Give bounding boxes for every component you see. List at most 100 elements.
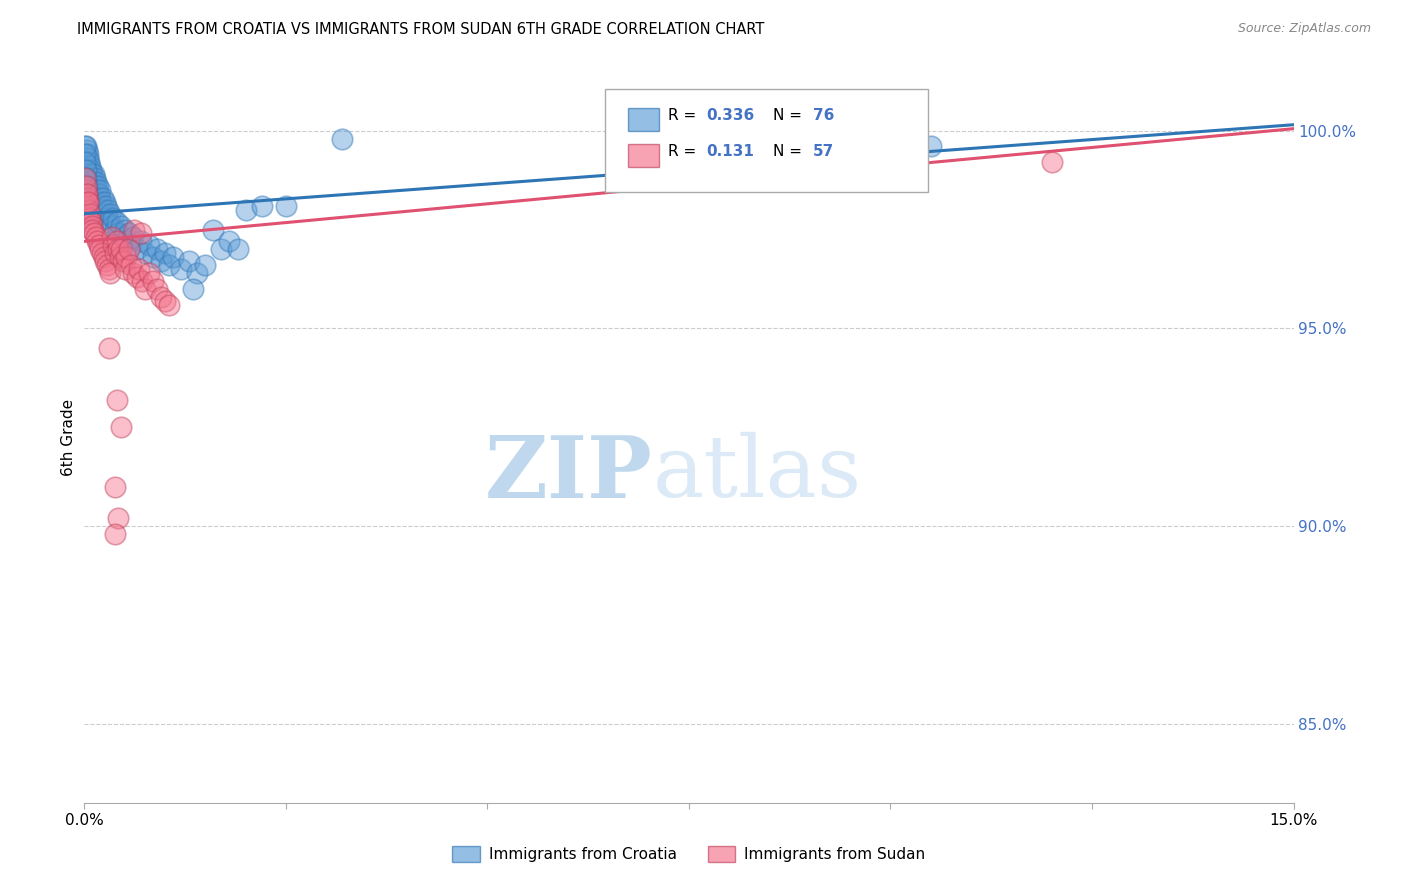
Point <box>82 171 104 186</box>
Point <box>97 262 120 277</box>
Point <box>79 159 101 173</box>
Point <box>77 211 100 225</box>
Point <box>104 479 127 493</box>
Point <box>82 175 104 189</box>
Point <box>110 242 132 256</box>
Point <box>181 282 204 296</box>
Text: 57: 57 <box>813 145 834 159</box>
Point <box>1040 155 1063 169</box>
Point <box>157 258 180 272</box>
Point <box>149 290 172 304</box>
Point <box>153 293 176 308</box>
Point <box>142 250 165 264</box>
Point <box>142 274 165 288</box>
Point <box>77 202 100 217</box>
Point <box>114 262 136 277</box>
Point <box>76 144 98 158</box>
Point <box>157 298 180 312</box>
Point <box>105 214 128 228</box>
Point <box>120 258 142 272</box>
Point <box>93 202 115 217</box>
Point <box>77 202 100 217</box>
Point <box>100 219 122 233</box>
Text: 0.131: 0.131 <box>706 145 754 159</box>
Point <box>97 341 120 355</box>
Point <box>87 179 110 194</box>
Point <box>162 250 184 264</box>
Point <box>83 167 105 181</box>
Point <box>112 254 135 268</box>
Point <box>83 171 105 186</box>
Point <box>75 171 97 186</box>
Point <box>129 235 152 249</box>
Point <box>97 214 120 228</box>
Point <box>91 199 114 213</box>
Point <box>134 282 156 296</box>
Point <box>80 214 103 228</box>
Point <box>138 266 160 280</box>
Text: ZIP: ZIP <box>485 432 652 516</box>
Point <box>114 222 136 236</box>
Point <box>105 235 128 249</box>
Point <box>98 266 121 280</box>
Point <box>89 191 111 205</box>
Point <box>96 211 118 225</box>
Y-axis label: 6th Grade: 6th Grade <box>60 399 76 475</box>
Point <box>75 183 97 197</box>
Point <box>86 235 108 249</box>
Point <box>94 199 117 213</box>
Text: 76: 76 <box>813 109 834 123</box>
Point <box>75 139 97 153</box>
Point <box>153 246 176 260</box>
Point <box>128 262 150 277</box>
Point <box>93 194 115 209</box>
Point <box>186 266 208 280</box>
Point <box>103 211 125 225</box>
Point <box>76 194 98 209</box>
Point <box>194 258 217 272</box>
Point <box>76 186 98 201</box>
Point <box>121 230 143 244</box>
Point <box>80 163 103 178</box>
Point <box>125 242 148 256</box>
Point <box>82 222 104 236</box>
Point <box>76 147 98 161</box>
Point <box>170 262 193 277</box>
Point <box>104 246 127 260</box>
Point <box>110 219 132 233</box>
Point <box>75 139 97 153</box>
Point <box>115 235 138 249</box>
Point <box>235 202 257 217</box>
Point <box>75 155 97 169</box>
Point <box>112 230 135 244</box>
Point <box>75 171 97 186</box>
Point <box>146 282 169 296</box>
Text: N =: N = <box>773 145 807 159</box>
Point <box>84 179 107 194</box>
Point <box>103 238 125 252</box>
Point <box>250 199 273 213</box>
Point <box>134 246 156 260</box>
Point <box>104 527 127 541</box>
Point <box>84 230 107 244</box>
Point <box>274 199 297 213</box>
Point <box>86 183 108 197</box>
Point <box>76 191 98 205</box>
Point <box>98 207 121 221</box>
Point <box>226 242 249 256</box>
Point <box>75 147 97 161</box>
Point <box>86 175 108 189</box>
Text: R =: R = <box>668 109 702 123</box>
Point <box>89 242 111 256</box>
Point <box>121 266 143 280</box>
Point <box>77 152 100 166</box>
Point <box>77 211 100 225</box>
Point <box>80 219 103 233</box>
Point <box>76 179 98 194</box>
Point <box>120 238 142 252</box>
Point <box>100 230 122 244</box>
Point <box>76 194 98 209</box>
Point <box>93 250 115 264</box>
Point <box>75 179 97 194</box>
Point <box>77 155 100 169</box>
